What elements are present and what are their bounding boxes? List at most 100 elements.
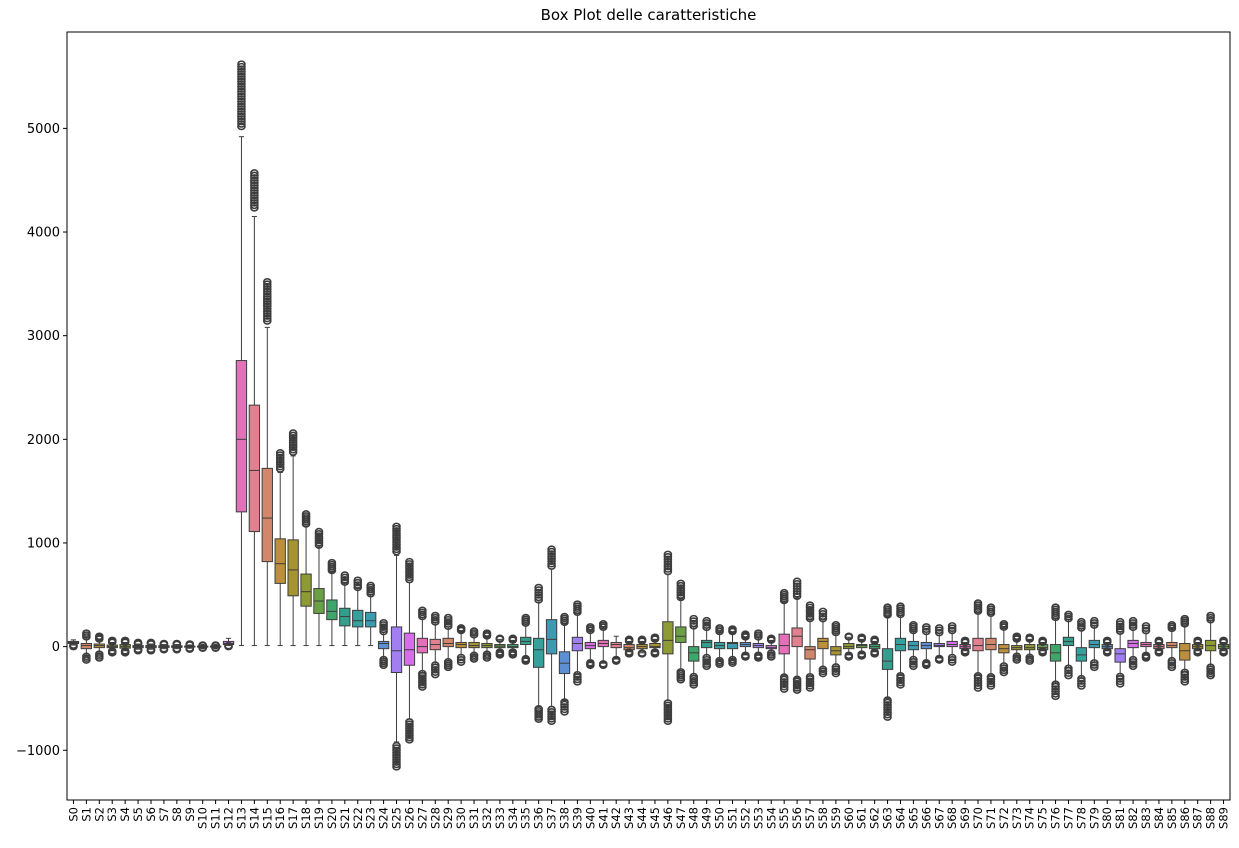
- flier-point: [120, 647, 130, 655]
- box-s34: [507, 634, 519, 659]
- flier-point: [650, 633, 660, 642]
- flier-point: [560, 698, 569, 706]
- flier-point: [495, 634, 505, 643]
- flier-point: [224, 641, 233, 650]
- flier-point: [896, 602, 905, 610]
- flier-point: [1167, 656, 1177, 665]
- flier-point: [1077, 674, 1086, 683]
- flier-point: [1193, 647, 1203, 655]
- x-tick-label-s18: S18: [299, 807, 313, 829]
- flier-point: [262, 280, 272, 289]
- box-s26: [403, 557, 416, 744]
- flier-point: [521, 654, 531, 663]
- flier-point: [198, 641, 207, 649]
- flier-point: [482, 629, 492, 637]
- flier-point: [805, 601, 815, 609]
- x-tick-label-s34: S34: [506, 807, 520, 829]
- flier-point: [663, 699, 673, 707]
- flier-point: [237, 110, 246, 118]
- box-s79: [1088, 616, 1100, 672]
- flier-point: [353, 576, 363, 585]
- x-tick-label-s56: S56: [790, 807, 804, 829]
- box-s76: [1049, 603, 1062, 701]
- flier-point: [947, 622, 957, 630]
- flier-point: [237, 117, 246, 126]
- flier-point: [430, 668, 440, 677]
- flier-point: [1206, 663, 1215, 672]
- flier-point: [1090, 659, 1099, 667]
- flier-point: [405, 718, 414, 726]
- x-tick-label-s50: S50: [713, 807, 727, 829]
- flier-point: [250, 186, 259, 195]
- flier-point: [934, 624, 944, 632]
- flier-point: [1090, 616, 1099, 625]
- iqr-box: [946, 640, 958, 648]
- flier-point: [754, 651, 763, 660]
- iqr-box: [1179, 642, 1191, 661]
- iqr-box: [791, 627, 803, 648]
- x-tick-label-s72: S72: [997, 807, 1011, 829]
- x-tick-label-s10: S10: [196, 807, 210, 829]
- flier-point: [262, 277, 272, 286]
- x-tick-label-s8: S8: [170, 807, 184, 822]
- flier-point: [598, 620, 608, 628]
- x-tick-label-s3: S3: [105, 807, 119, 822]
- box-s22: [352, 576, 364, 647]
- x-tick-label-s62: S62: [868, 807, 882, 829]
- box-s39: [571, 600, 584, 686]
- flier-point: [547, 547, 556, 556]
- flier-point: [792, 675, 802, 684]
- flier-point: [779, 673, 789, 681]
- flier-point: [883, 696, 892, 704]
- x-tick-label-s48: S48: [687, 807, 701, 829]
- flier-point: [262, 300, 272, 308]
- flier-point: [650, 648, 660, 656]
- flier-point: [1180, 668, 1190, 677]
- iqr-box: [261, 467, 273, 563]
- flier-point: [922, 658, 931, 667]
- flier-point: [883, 703, 892, 712]
- box-s45: [649, 633, 661, 658]
- box-s31: [468, 627, 480, 663]
- x-tick-label-s29: S29: [441, 807, 455, 829]
- flier-point: [262, 312, 272, 320]
- flier-point: [1154, 647, 1164, 655]
- box-s61: [856, 633, 868, 660]
- flier-point: [237, 60, 246, 68]
- box-s75: [1036, 636, 1049, 657]
- flier-point: [392, 543, 401, 551]
- flier-point: [456, 653, 466, 662]
- flier-point: [392, 522, 401, 531]
- box-s55: [778, 588, 790, 693]
- flier-point: [430, 661, 440, 669]
- flier-point: [547, 712, 556, 721]
- box-s41: [597, 620, 609, 670]
- flier-point: [870, 635, 879, 644]
- flier-point: [237, 65, 246, 73]
- flier-point: [379, 618, 388, 627]
- box-s78: [1075, 617, 1088, 690]
- flier-point: [262, 285, 272, 293]
- y-tick-label: −1000: [16, 744, 60, 759]
- box-s38: [558, 612, 571, 716]
- flier-point: [883, 710, 892, 719]
- flier-point: [857, 633, 867, 642]
- flier-point: [521, 613, 531, 622]
- iqr-box: [649, 642, 661, 649]
- flier-point: [831, 621, 841, 629]
- x-tick-label-s60: S60: [842, 807, 856, 829]
- box-s9: [184, 640, 196, 653]
- flier-point: [922, 627, 931, 636]
- x-tick-label-s5: S5: [131, 807, 145, 822]
- flier-point: [340, 571, 350, 579]
- flier-point: [288, 429, 298, 437]
- flier-point: [1115, 617, 1125, 626]
- box-s53: [752, 629, 765, 662]
- box-s24: [377, 618, 390, 670]
- flier-point: [663, 550, 673, 559]
- x-tick-label-s1: S1: [79, 807, 93, 822]
- box-s42: [610, 635, 622, 665]
- x-tick-label-s53: S53: [751, 807, 765, 829]
- flier-point: [250, 171, 259, 180]
- flier-point: [133, 638, 143, 647]
